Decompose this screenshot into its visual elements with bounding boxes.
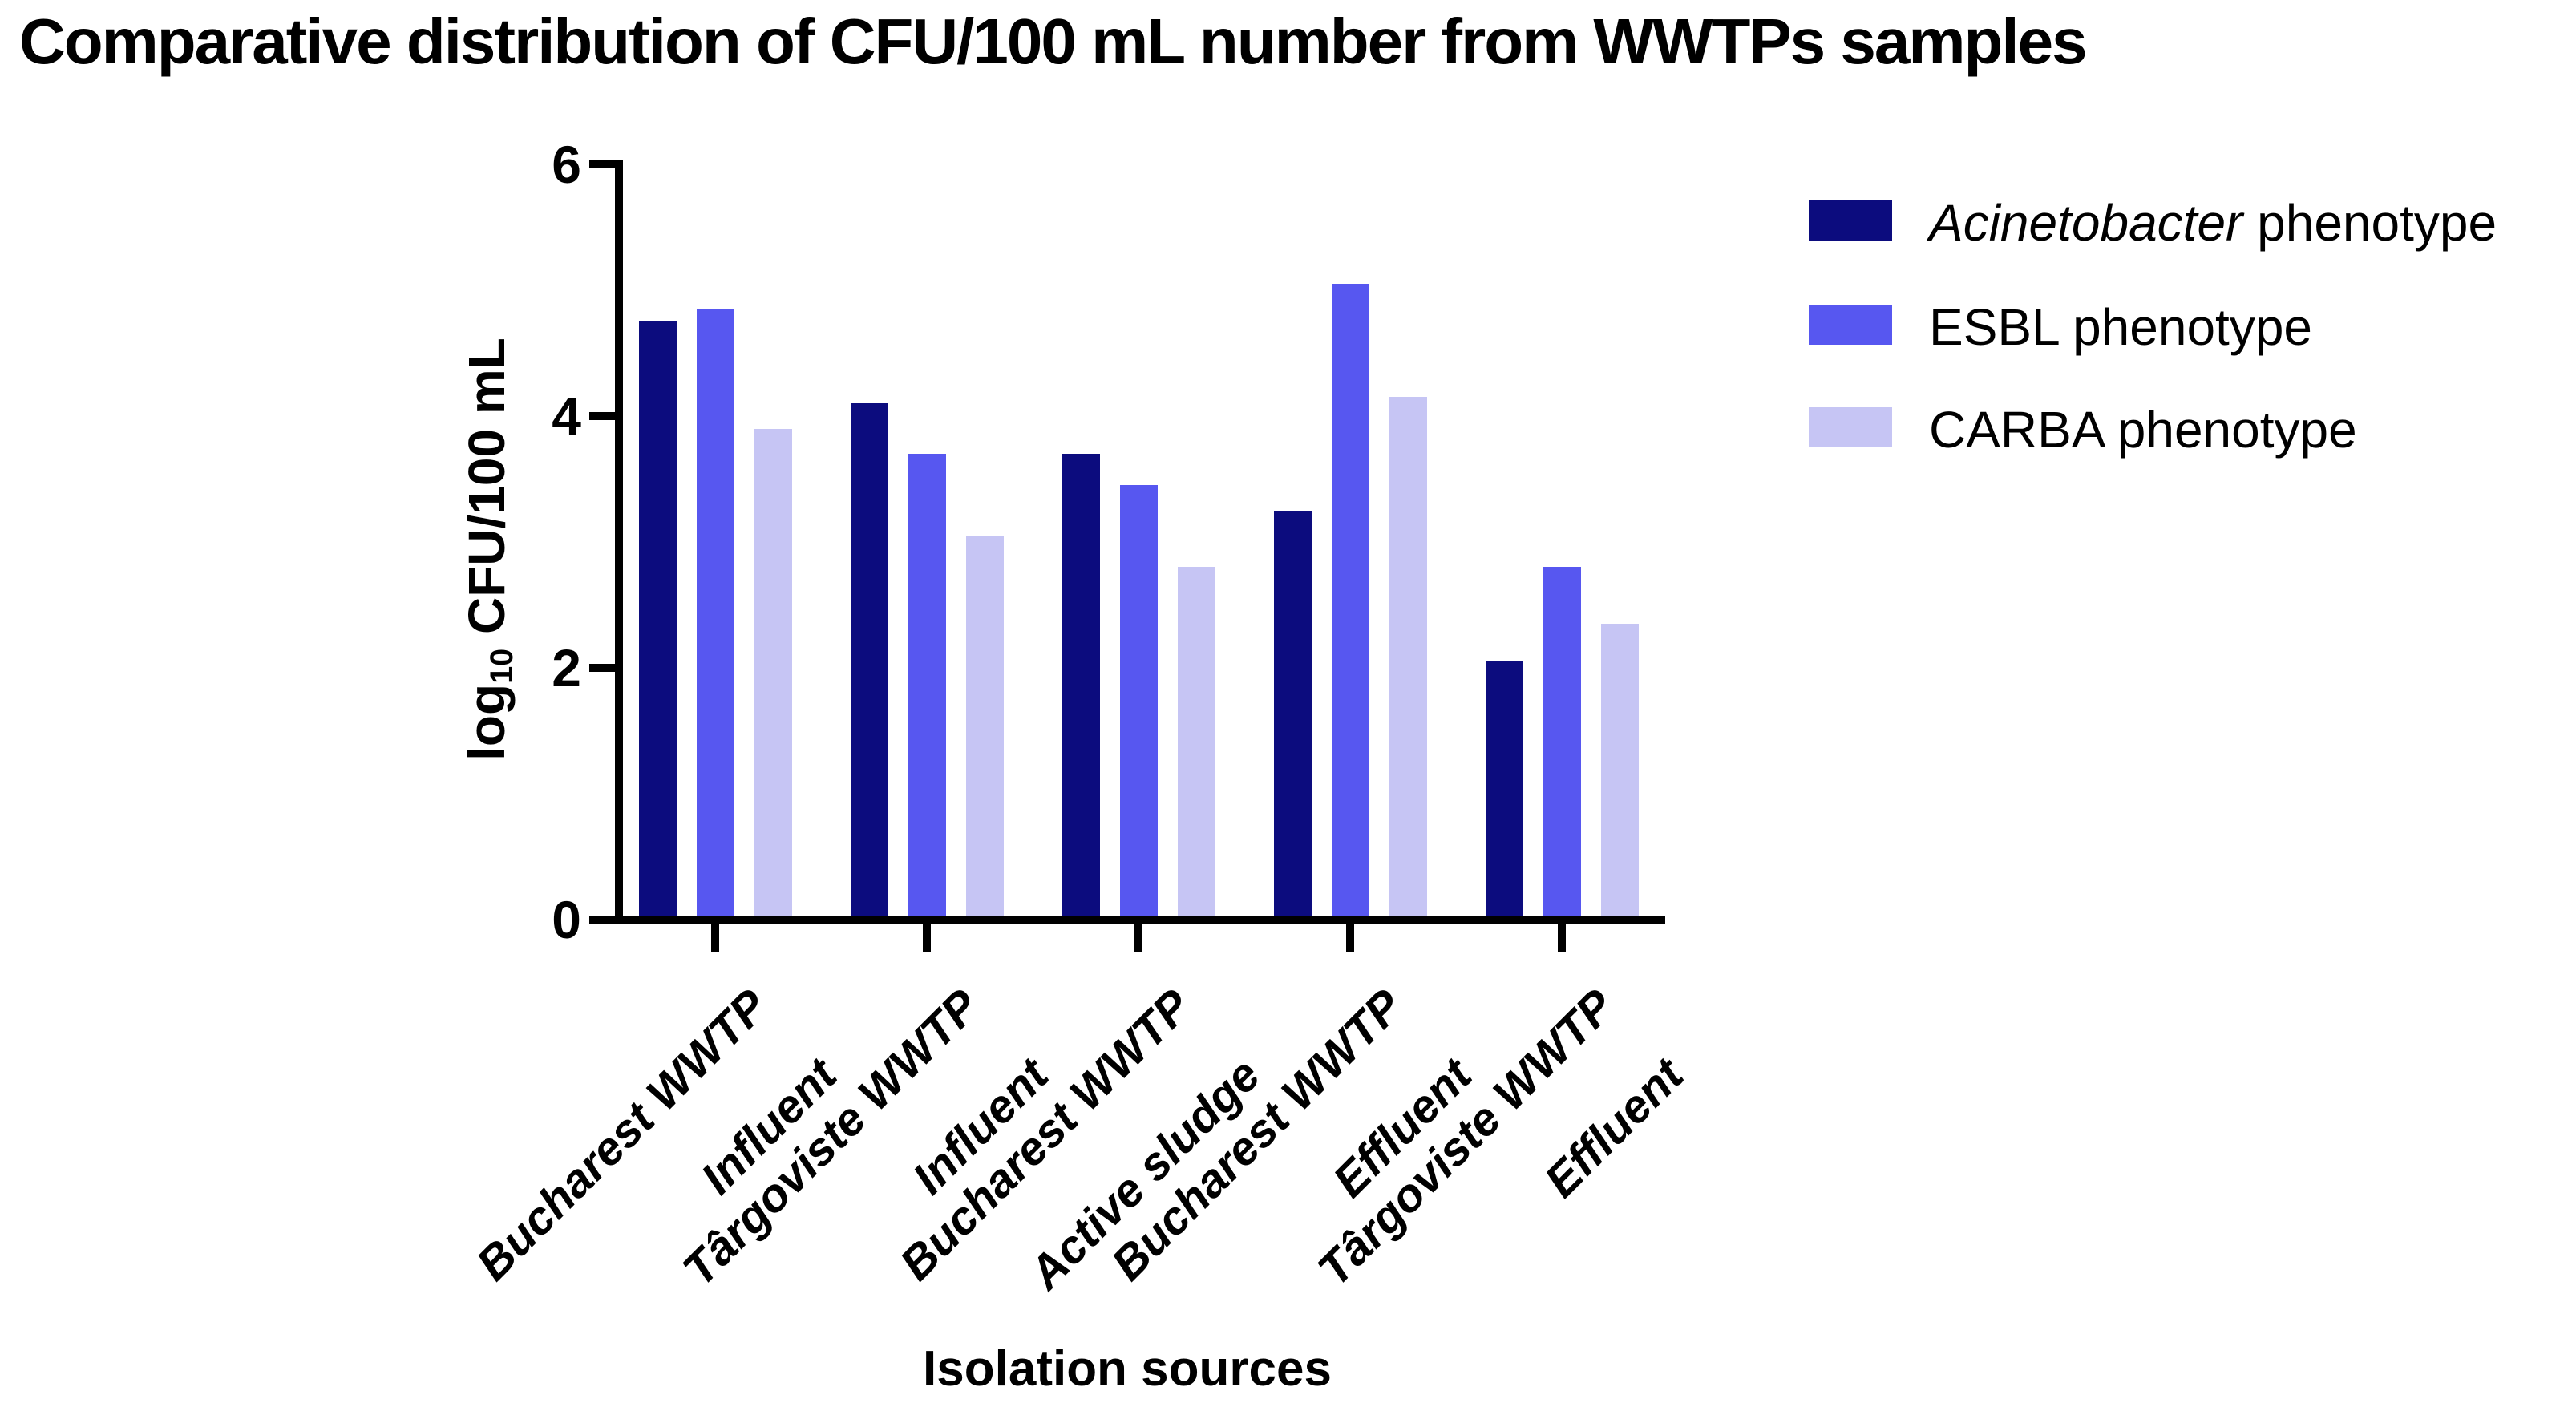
y-tick-label: 0 [552,890,581,949]
y-tick-mark [589,916,623,924]
x-tick-mark [1346,924,1354,952]
bar-esbl-group5 [1543,567,1581,916]
x-tick-mark [711,924,719,952]
bar-acinetobacter-group3 [1062,454,1100,916]
legend-entry-phenotype: Acinetobacter phenotype [1809,191,2576,255]
bar-esbl-group3 [1120,485,1158,916]
legend-entry-carba: CARBA phenotype [1809,398,2576,462]
y-axis-line [615,160,623,924]
bar-carba-group4 [1389,397,1427,916]
bar-esbl-group2 [908,454,946,916]
y-tick-mark [589,412,623,420]
y-tick-label: 2 [552,638,581,697]
bar-carba-group1 [754,429,792,916]
bar-acinetobacter-group5 [1486,661,1523,916]
y-axis-title: log10 CFU/100 mL [457,228,524,870]
bar-esbl-group1 [697,309,734,916]
legend-label-italic-part: Acinetobacter [1929,194,2243,252]
y-axis-title-suffix: CFU/100 mL [458,338,516,649]
bar-carba-group2 [966,536,1004,916]
y-tick-label: 4 [552,386,581,446]
bar-acinetobacter-group4 [1274,511,1312,916]
legend-swatch-carba [1809,407,1892,447]
bar-carba-group3 [1178,567,1215,916]
y-tick-mark [589,664,623,672]
chart-title: Comparative distribution of CFU/100 mL n… [19,6,2088,77]
legend-swatch-esbl [1809,305,1892,345]
y-tick-label: 6 [552,135,581,194]
y-tick-mark [589,160,623,168]
bar-acinetobacter-group2 [851,403,888,916]
x-tick-mark [1558,924,1566,952]
legend-entry-esbl: ESBL phenotype [1809,295,2576,359]
bar-carba-group5 [1601,624,1639,916]
legend-label: CARBA phenotype [1929,401,2357,459]
x-tick-mark [1134,924,1142,952]
x-axis-title: Isolation sources [923,1341,1332,1397]
x-tick-mark [923,924,931,952]
legend-label: Acinetobacter phenotype [1929,194,2497,252]
bar-acinetobacter-group1 [639,321,677,916]
legend-label: ESBL phenotype [1929,298,2312,356]
legend-swatch-acinetobacter [1809,200,1892,241]
bar-esbl-group4 [1332,284,1369,916]
x-axis-line [589,916,1665,924]
